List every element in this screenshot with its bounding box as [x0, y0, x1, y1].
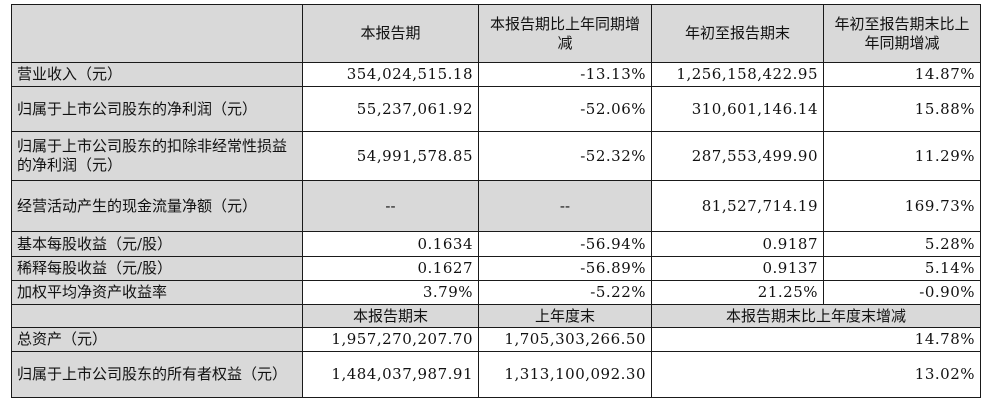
cell-period-end-change: 13.02% — [651, 351, 981, 398]
header-ytd-yoy: 年初至报告期末比上年同期增减 — [823, 4, 981, 63]
table-row: 基本每股收益（元/股） 0.1634 -56.94% 0.9187 5.28% — [11, 231, 981, 257]
cell-ytd: 310,601,146.14 — [651, 86, 824, 132]
cell-ytd-yoy: 169.73% — [823, 180, 981, 232]
cell-current-period: 3.79% — [302, 280, 479, 305]
cell-current-period-yoy: -5.22% — [478, 280, 652, 305]
cell-current-period-yoy: -56.89% — [478, 256, 652, 281]
row-label: 经营活动产生的现金流量净额（元） — [11, 180, 303, 232]
row-label: 归属于上市公司股东的所有者权益（元） — [11, 351, 303, 398]
row-label: 营业收入（元） — [11, 62, 303, 87]
table-row: 归属于上市公司股东的净利润（元） 55,237,061.92 -52.06% 3… — [11, 86, 981, 132]
cell-current-period-yoy: -56.94% — [478, 231, 652, 257]
row-label: 稀释每股收益（元/股） — [11, 256, 303, 281]
table-row: 归属于上市公司股东的所有者权益（元） 1,484,037,987.91 1,31… — [11, 351, 981, 398]
row-label: 归属于上市公司股东的扣除非经常性损益的净利润（元） — [11, 131, 303, 181]
cell-current-period: 54,991,578.85 — [302, 131, 479, 181]
cell-current-period-yoy: -52.06% — [478, 86, 652, 132]
cell-ytd-yoy: 5.14% — [823, 256, 981, 281]
table-row: 营业收入（元） 354,024,515.18 -13.13% 1,256,158… — [11, 62, 981, 87]
cell-ytd-yoy: 11.29% — [823, 131, 981, 181]
cell-current-period: 0.1634 — [302, 231, 479, 257]
table-subheader-row: 本报告期末 上年度末 本报告期末比上年度末增减 — [11, 304, 981, 328]
cell-ytd-yoy: -0.90% — [823, 280, 981, 305]
cell-ytd: 21.25% — [651, 280, 824, 305]
table-row: 加权平均净资产收益率 3.79% -5.22% 21.25% -0.90% — [11, 280, 981, 305]
cell-current-period: -- — [302, 180, 479, 232]
header-current-period-yoy: 本报告期比上年同期增减 — [478, 4, 652, 63]
table-row: 总资产（元） 1,957,270,207.70 1,705,303,266.50… — [11, 327, 981, 352]
cell-ytd: 287,553,499.90 — [651, 131, 824, 181]
cell-current-period-yoy: -- — [478, 180, 652, 232]
cell-ytd: 1,256,158,422.95 — [651, 62, 824, 87]
table-row: 经营活动产生的现金流量净额（元） -- -- 81,527,714.19 169… — [11, 180, 981, 232]
cell-period-end: 1,484,037,987.91 — [302, 351, 479, 398]
row-label: 加权平均净资产收益率 — [11, 280, 303, 305]
cell-current-period: 55,237,061.92 — [302, 86, 479, 132]
financial-table-container: 本报告期 本报告期比上年同期增减 年初至报告期末 年初至报告期末比上年同期增减 … — [11, 4, 981, 398]
subheader-period-end-change: 本报告期末比上年度末增减 — [651, 304, 981, 328]
row-label: 基本每股收益（元/股） — [11, 231, 303, 257]
header-ytd: 年初至报告期末 — [651, 4, 824, 63]
cell-period-end-change: 14.78% — [651, 327, 981, 352]
header-current-period: 本报告期 — [302, 4, 479, 63]
cell-ytd: 0.9187 — [651, 231, 824, 257]
cell-ytd-yoy: 14.87% — [823, 62, 981, 87]
table-header-row: 本报告期 本报告期比上年同期增减 年初至报告期末 年初至报告期末比上年同期增减 — [11, 4, 981, 63]
cell-prior-year-end: 1,705,303,266.50 — [478, 327, 652, 352]
cell-current-period: 354,024,515.18 — [302, 62, 479, 87]
row-label: 归属于上市公司股东的净利润（元） — [11, 86, 303, 132]
subheader-period-end: 本报告期末 — [302, 304, 479, 328]
table-row: 稀释每股收益（元/股） 0.1627 -56.89% 0.9137 5.14% — [11, 256, 981, 281]
row-label: 总资产（元） — [11, 327, 303, 352]
cell-current-period: 0.1627 — [302, 256, 479, 281]
cell-ytd: 0.9137 — [651, 256, 824, 281]
subheader-corner-cell — [11, 304, 303, 328]
financial-data-table: 本报告期 本报告期比上年同期增减 年初至报告期末 年初至报告期末比上年同期增减 … — [11, 4, 981, 398]
header-corner-cell — [11, 4, 303, 63]
cell-ytd: 81,527,714.19 — [651, 180, 824, 232]
subheader-prior-year-end: 上年度末 — [478, 304, 652, 328]
table-row: 归属于上市公司股东的扣除非经常性损益的净利润（元） 54,991,578.85 … — [11, 131, 981, 181]
cell-prior-year-end: 1,313,100,092.30 — [478, 351, 652, 398]
cell-current-period-yoy: -52.32% — [478, 131, 652, 181]
cell-ytd-yoy: 5.28% — [823, 231, 981, 257]
cell-current-period-yoy: -13.13% — [478, 62, 652, 87]
cell-ytd-yoy: 15.88% — [823, 86, 981, 132]
cell-period-end: 1,957,270,207.70 — [302, 327, 479, 352]
